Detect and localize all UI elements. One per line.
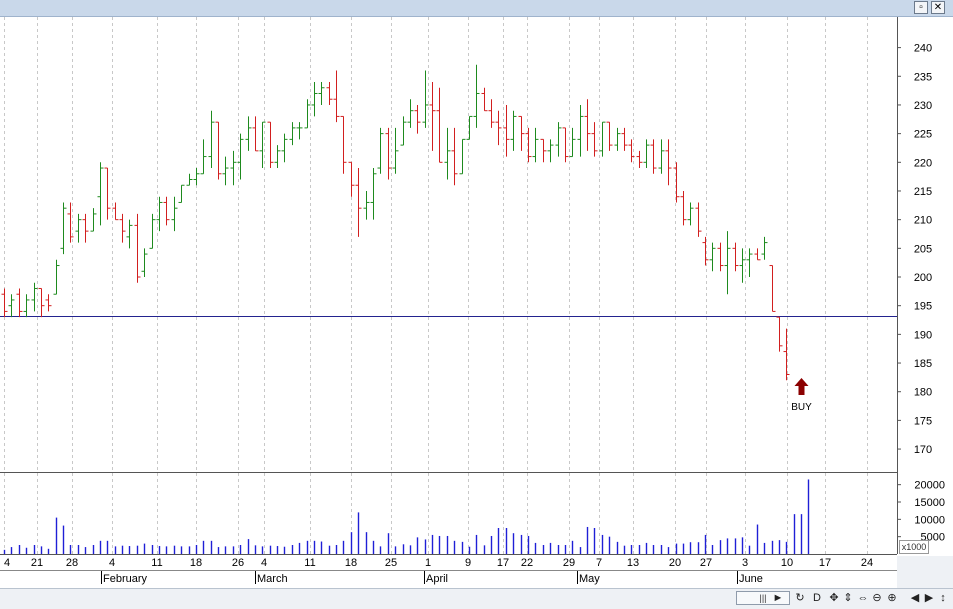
day-label: 27 (700, 557, 712, 569)
buy-arrow-icon (794, 377, 809, 395)
move-icon[interactable]: ✥ (829, 592, 839, 604)
title-bar: ▫ ✕ (0, 0, 953, 17)
day-label: 4 (109, 557, 115, 569)
horizontal-resize-icon[interactable]: ⇔ (857, 592, 869, 604)
price-axis-panel (897, 17, 953, 588)
price-tick-label: 180 (914, 387, 932, 399)
vertical-resize-icon[interactable]: ⇕ (843, 592, 853, 604)
volume-scale-label: x1000 (899, 540, 929, 554)
volume-tick-label: 10000 (914, 514, 945, 526)
price-tick-label: 190 (914, 329, 932, 341)
price-tick-label: 185 (914, 358, 932, 370)
day-label: 11 (151, 557, 162, 569)
zoom-in-icon[interactable]: ⊕ (887, 592, 897, 604)
month-label: April (426, 573, 448, 585)
day-label: 25 (385, 557, 397, 569)
price-tick-label: 235 (914, 71, 932, 83)
day-label: 13 (627, 557, 639, 569)
day-label: 17 (819, 557, 831, 569)
price-tick-label: 240 (914, 43, 932, 55)
month-label: June (739, 573, 763, 585)
price-tick-label: 195 (914, 301, 932, 313)
pan-icon[interactable]: ↕ (940, 592, 946, 604)
price-tick-label: 170 (914, 444, 932, 456)
scroll-left-end-icon[interactable]: ◀ (910, 592, 920, 604)
scale-box (897, 556, 953, 588)
scrollbar-thumb[interactable]: ||| (736, 591, 790, 605)
day-label: 3 (742, 557, 748, 569)
day-label: 29 (563, 557, 575, 569)
price-tick-label: 220 (914, 157, 932, 169)
day-label: 4 (4, 557, 10, 569)
day-label: 18 (190, 557, 202, 569)
day-label: 28 (66, 557, 78, 569)
price-tick-label: 225 (914, 129, 932, 141)
day-label: 21 (31, 557, 43, 569)
scroll-right-end-icon[interactable]: ▶ (924, 592, 934, 604)
day-label: 4 (261, 557, 267, 569)
month-label: February (103, 573, 148, 585)
day-label: 22 (521, 557, 533, 569)
day-label: 10 (781, 557, 793, 569)
day-label: 20 (669, 557, 681, 569)
day-label: 24 (861, 557, 873, 569)
day-label: 1 (425, 557, 431, 569)
day-label: 7 (596, 557, 602, 569)
restore-icon[interactable]: ▫ (914, 1, 928, 14)
data-icon[interactable]: D (813, 592, 821, 604)
scroll-right-icon[interactable]: ► (772, 592, 784, 604)
price-tick-label: 175 (914, 415, 932, 427)
price-tick-label: 205 (914, 243, 932, 255)
day-label: 18 (345, 557, 357, 569)
zoom-out-icon[interactable]: ⊖ (872, 592, 882, 604)
price-chart[interactable]: 4 21 28 4 11 18 26 4 11 18 25 1 9 17 22 29 7 13 20 27 3 10 17 2… (0, 17, 953, 588)
day-label: 11 (304, 557, 315, 569)
chart-area (0, 17, 897, 588)
day-label: 9 (465, 557, 471, 569)
bottom-toolbar: ||| ► ↻ D ✥ ⇕ ⇔ ⊖ ⊕ ◀ ▶ ↕ (0, 588, 953, 609)
price-tick-label: 200 (914, 272, 932, 284)
price-tick-label: 215 (914, 186, 932, 198)
price-tick-label: 210 (914, 215, 932, 227)
close-icon[interactable]: ✕ (931, 1, 945, 14)
volume-tick-label: 15000 (914, 497, 945, 509)
buy-signal-label: BUY (791, 402, 812, 413)
refresh-icon[interactable]: ↻ (795, 592, 805, 604)
day-label: 26 (232, 557, 244, 569)
day-label: 17 (497, 557, 509, 569)
month-label: March (257, 573, 288, 585)
month-label: May (579, 573, 600, 585)
volume-tick-label: 20000 (914, 480, 945, 492)
price-tick-label: 230 (914, 100, 932, 112)
